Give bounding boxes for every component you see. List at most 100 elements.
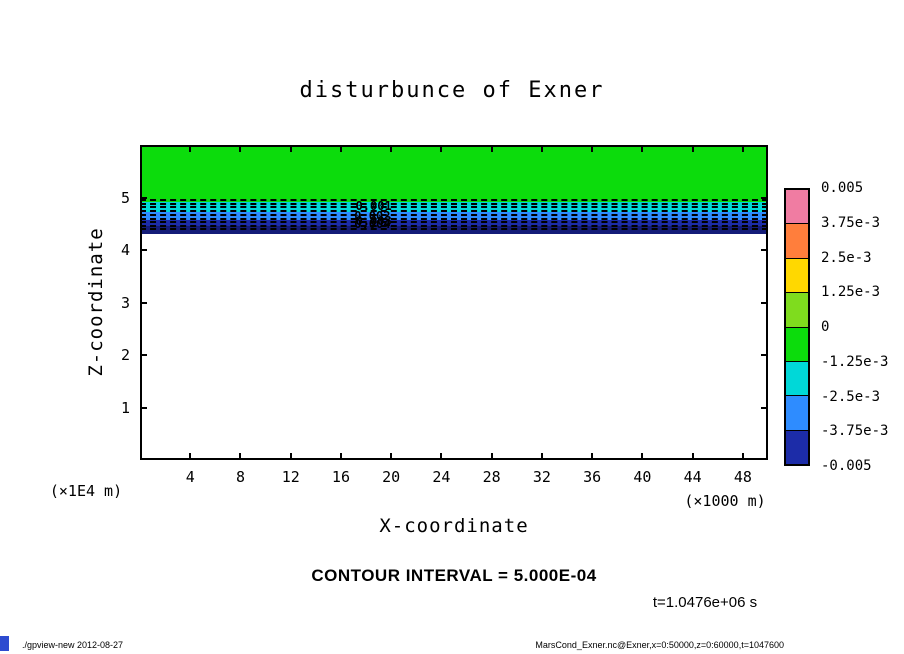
plot-frame	[140, 145, 768, 460]
colorbar-segment	[786, 360, 808, 396]
colorbar-segment	[786, 326, 808, 361]
colorbar-label: -1.25e-3	[821, 353, 889, 370]
colorbar-label: -0.005	[821, 458, 872, 474]
x-tick-mark-bottom	[591, 453, 594, 460]
time-annotation: t=1.0476e+06 s	[652, 594, 758, 611]
plot-area: 0.001 0.002 0.003 0.004	[140, 145, 768, 460]
x-tick-label: 44	[683, 468, 702, 486]
footer-source-text: MarsCond_Exner.nc@Exner,x=0:50000,z=0:60…	[535, 640, 784, 650]
contour-label: 0.003	[355, 213, 392, 228]
colorbar-segment	[786, 395, 808, 430]
y-tick-mark-left	[140, 354, 147, 356]
tone-band	[140, 220, 768, 227]
x-tick-label: 12	[281, 468, 300, 486]
y-tick-label: 5	[120, 188, 130, 207]
tone-band	[140, 226, 768, 234]
x-tick-mark-top	[741, 145, 744, 152]
colorbar-label-column: 0.005 3.75e-3 2.5e-3 1.25e-3 0 -1.25e-3 -2.5e-…	[821, 180, 901, 474]
x-tick-label: 24	[432, 468, 451, 486]
y-tick-mark-left	[140, 301, 147, 304]
y-tick-mark-left	[140, 249, 147, 251]
colorbar-label: 2.5e-3	[821, 249, 872, 266]
colorbar-label: -2.5e-3	[821, 388, 881, 405]
x-tick-mark-top	[691, 145, 694, 152]
contour-interval-text: CONTOUR INTERVAL = 5.000E-04	[311, 566, 597, 585]
x-tick-mark-top	[289, 145, 292, 152]
tone-band	[140, 212, 768, 221]
x-axis-label: X-coordinate	[379, 515, 529, 537]
x-axis-unit: (×1000 m)	[684, 492, 766, 510]
x-tick-label: 48	[733, 468, 752, 486]
dashed-contour-line	[140, 217, 768, 220]
x-tick-mark-top	[490, 145, 493, 152]
x-tick-mark-bottom	[189, 453, 192, 460]
colorbar-label: 0.005	[821, 180, 864, 196]
x-tick-label: 8	[235, 468, 245, 486]
contour-label: 0.001	[355, 199, 392, 214]
y-tick-mark-right	[761, 354, 768, 356]
axis-tick-layer	[140, 145, 768, 460]
y-axis-label: Z-coordinate	[85, 227, 107, 377]
y-tick-label: 1	[120, 398, 130, 417]
dashed-contour-line	[140, 221, 768, 224]
dashed-contour-line	[140, 210, 768, 213]
x-tick-mark-top	[440, 145, 443, 152]
x-tick-label: 4	[185, 468, 195, 486]
contour-label: 0.004	[354, 217, 391, 232]
x-tick-mark-bottom	[741, 453, 744, 460]
dashed-contour-line	[140, 213, 768, 216]
x-tick-mark-bottom	[390, 453, 393, 460]
dashed-contour-line	[140, 228, 768, 230]
x-tick-label: 36	[583, 468, 602, 486]
y-tick-mark-right	[761, 249, 768, 251]
x-tick-label: 32	[532, 468, 551, 486]
y-tick-mark-right	[761, 406, 768, 409]
colorbar	[784, 188, 810, 466]
y-tick-mark-right	[761, 196, 768, 199]
x-tick-mark-top	[540, 145, 543, 152]
x-tick-mark-bottom	[641, 453, 644, 460]
contour-label-layer: 0.001 0.002 0.003 0.004	[140, 145, 768, 460]
colorbar-label: -3.75e-3	[821, 423, 889, 440]
x-tick-mark-top	[641, 145, 644, 152]
colorbar-label: 3.75e-3	[821, 214, 881, 231]
dcl-blue-marker	[0, 636, 9, 651]
colorbar-segment	[786, 292, 808, 327]
x-tick-mark-top	[390, 145, 393, 152]
x-tick-mark-bottom	[339, 453, 342, 460]
dashed-contour-line	[140, 202, 768, 205]
x-tick-mark-top	[189, 145, 192, 152]
x-tick-mark-bottom	[440, 453, 443, 460]
colorbar-segment	[786, 257, 808, 293]
plot-title: disturbunce of Exner	[299, 78, 605, 103]
x-tick-mark-bottom	[691, 453, 694, 460]
colorbar-segment	[786, 190, 808, 224]
dashed-contour-line	[140, 206, 768, 209]
colorbar-label: 0	[821, 319, 830, 335]
tone-band	[140, 233, 768, 460]
x-tick-label: 16	[331, 468, 350, 486]
contour-label: 0.002	[354, 208, 391, 223]
tone-band	[140, 145, 768, 202]
colorbar-segment	[786, 223, 808, 258]
x-tick-mark-top	[339, 145, 342, 152]
dashed-contour-line	[140, 199, 768, 202]
x-tick-label: 40	[633, 468, 652, 486]
y-tick-mark-left	[140, 406, 147, 409]
colorbar-segment	[786, 429, 808, 464]
x-tick-mark-bottom	[540, 453, 543, 460]
x-tick-mark-bottom	[490, 453, 493, 460]
x-tick-mark-bottom	[289, 453, 292, 460]
dashed-contour-line	[140, 224, 768, 227]
y-tick-mark-left	[140, 196, 147, 199]
x-tick-mark-top	[239, 145, 242, 152]
x-tick-label: 20	[382, 468, 401, 486]
x-tick-mark-bottom	[239, 453, 242, 460]
colorbar-label: 1.25e-3	[821, 284, 881, 301]
y-tick-mark-right	[761, 301, 768, 304]
colorbar-swatches	[786, 190, 808, 464]
x-tick-label: 28	[482, 468, 501, 486]
contour-line-layer	[140, 145, 768, 460]
footer-command-text: ./gpview-new 2012-08-27	[22, 640, 124, 650]
